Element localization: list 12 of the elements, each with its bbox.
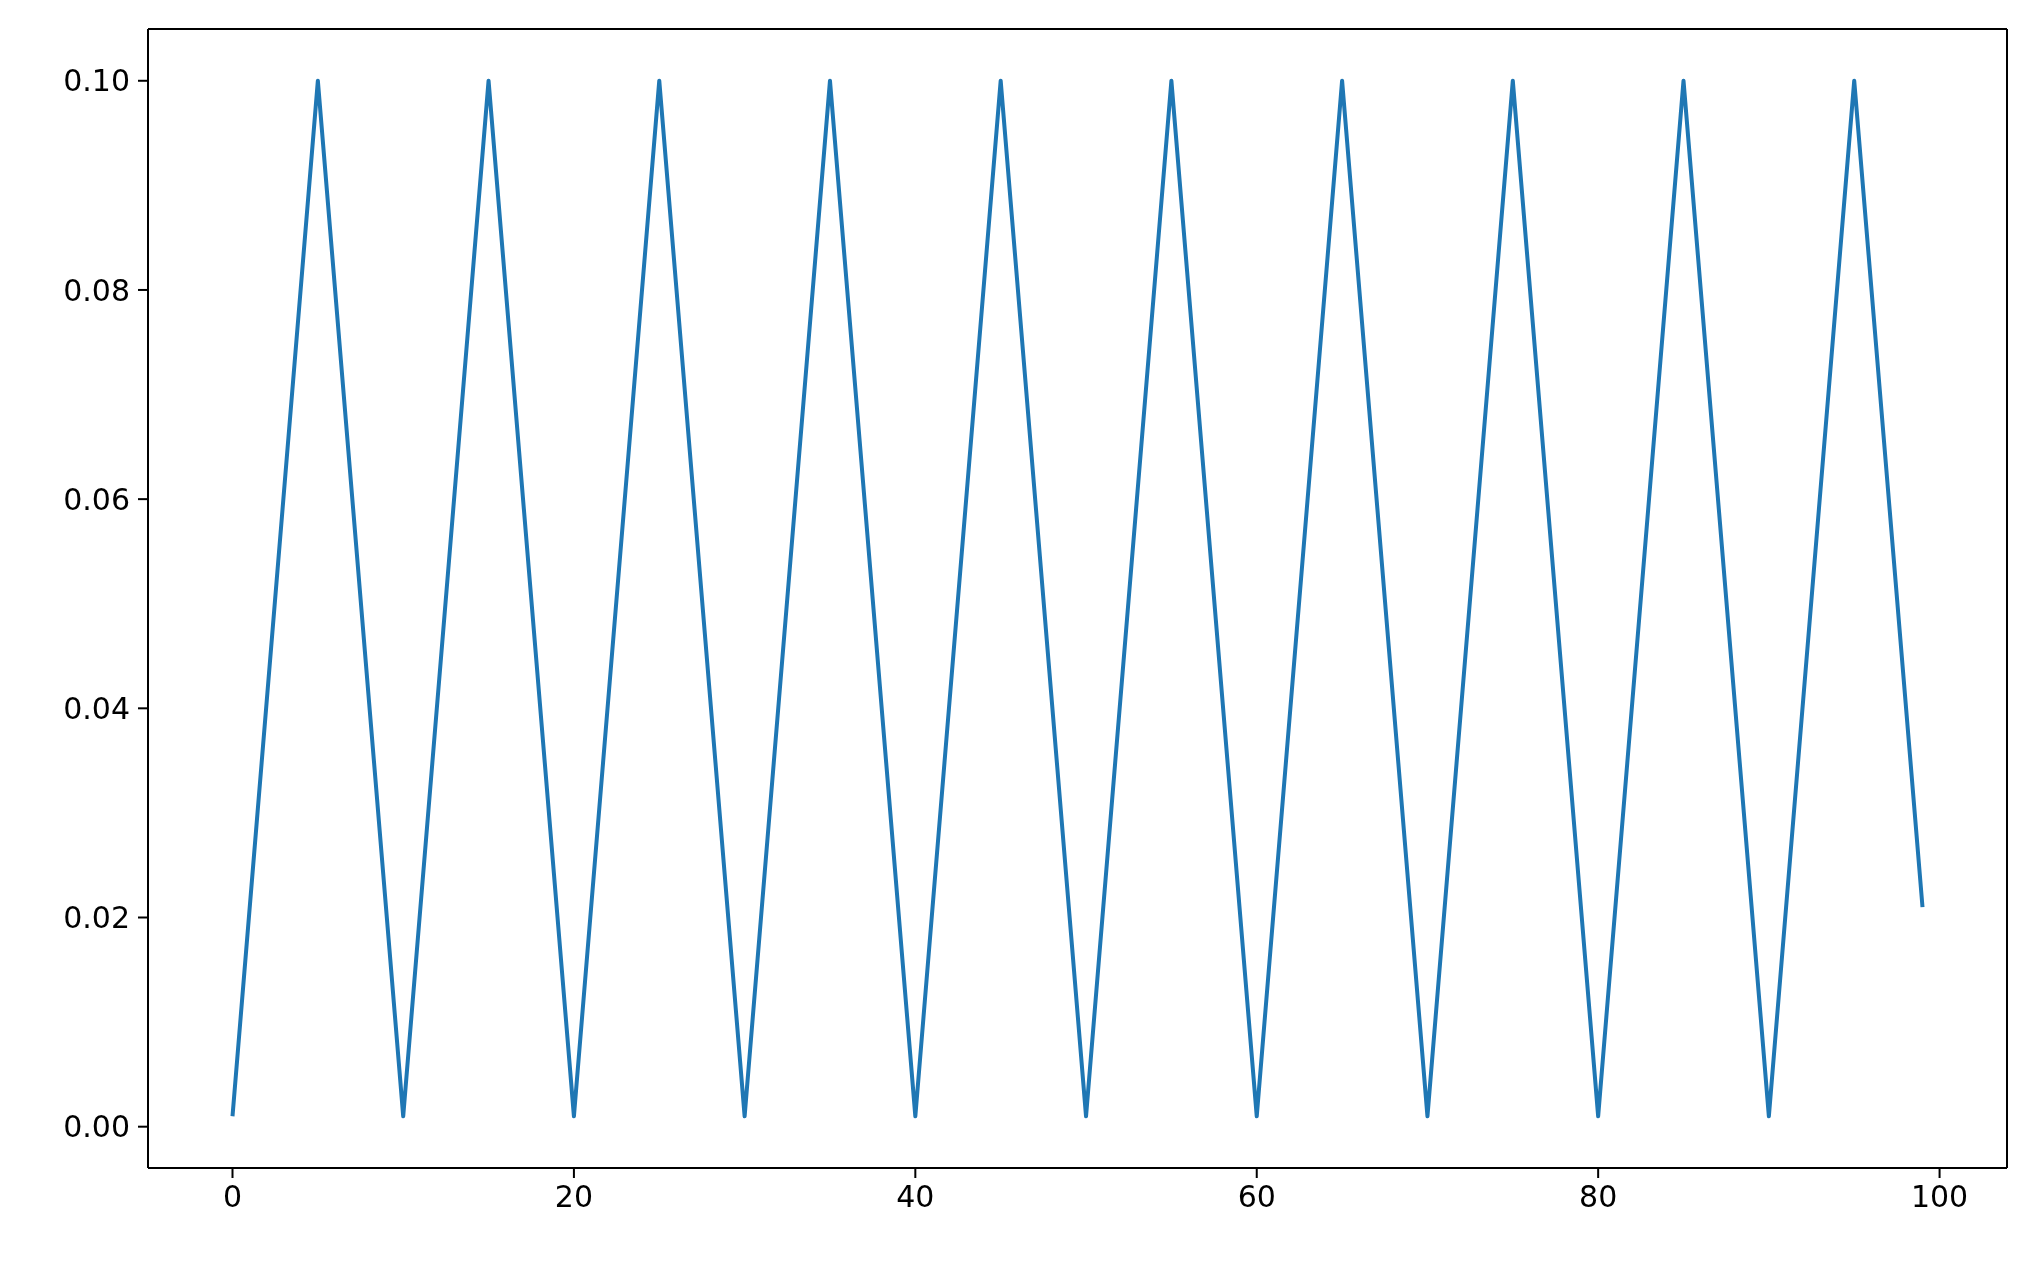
y-tick-label: 0.02 (63, 900, 130, 936)
y-tick-label: 0.08 (63, 272, 130, 308)
x-tick-label: 40 (896, 1179, 935, 1215)
y-tick-label: 0.06 (63, 481, 130, 517)
x-tick-label: 100 (1910, 1179, 1969, 1215)
x-tick-label: 0 (222, 1179, 243, 1215)
x-tick-label: 60 (1237, 1179, 1276, 1215)
y-tick-label: 0.04 (63, 690, 130, 726)
y-tick-label: 0.10 (63, 63, 130, 99)
x-tick-label: 80 (1579, 1179, 1618, 1215)
y-tick-label: 0.00 (63, 1109, 130, 1145)
x-tick-label: 20 (554, 1179, 594, 1215)
